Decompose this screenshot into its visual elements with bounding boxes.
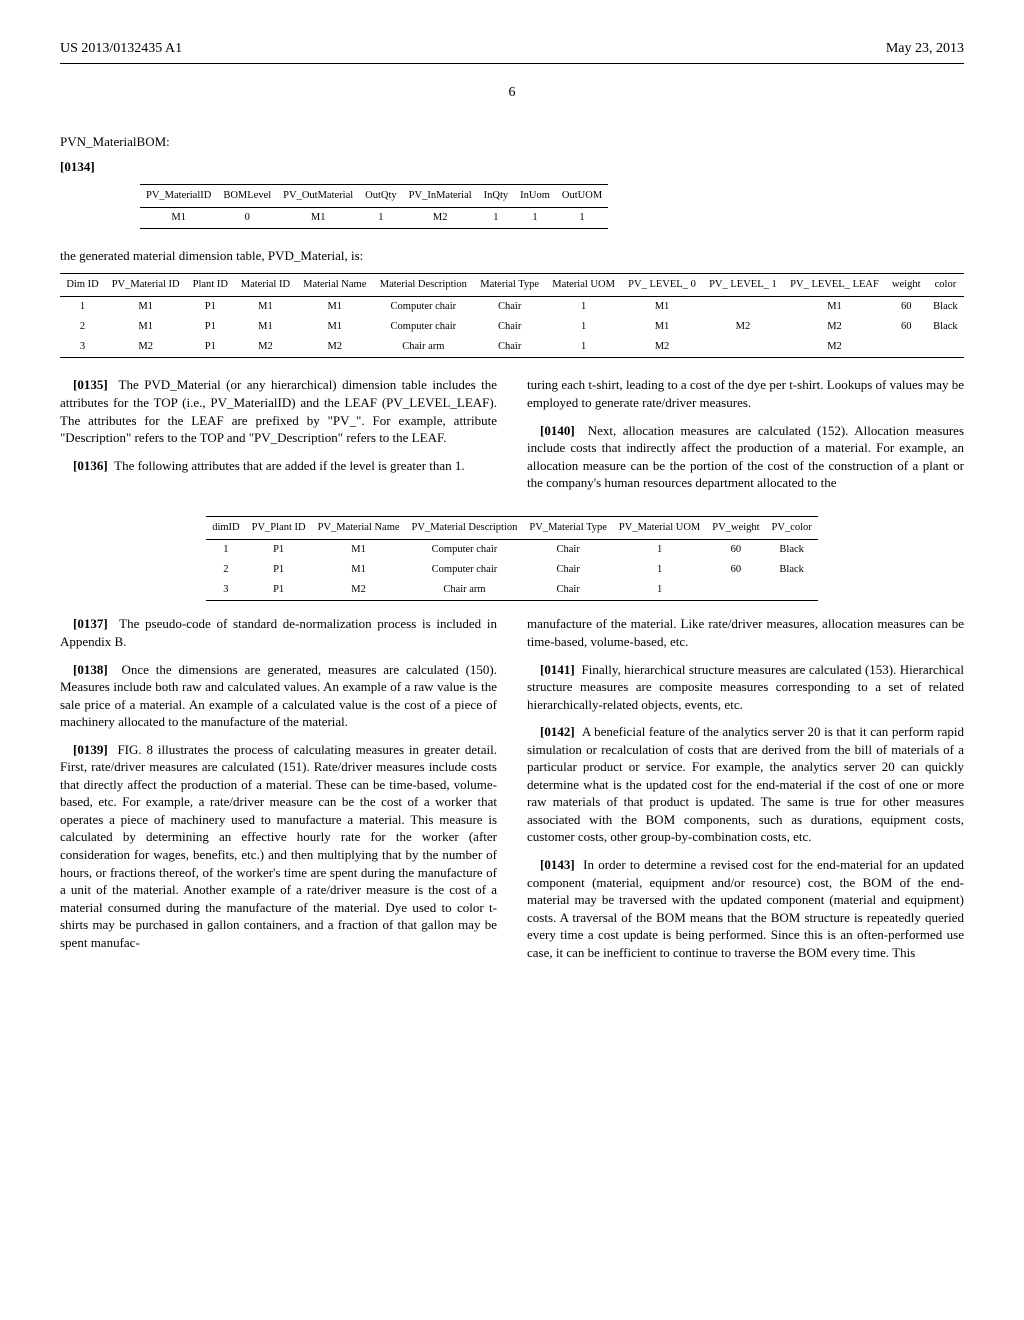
para-num: [0135] <box>73 377 108 392</box>
doc-id: US 2013/0132435 A1 <box>60 40 182 59</box>
para-num: [0143] <box>540 857 575 872</box>
table-row: Dim ID PV_Material ID Plant ID Material … <box>60 273 964 296</box>
para-text: Once the dimensions are generated, measu… <box>60 662 497 730</box>
table-row: 1P1M1Computer chairChair160Black <box>206 539 818 560</box>
table2-intro: the generated material dimension table, … <box>60 247 964 265</box>
doc-date: May 23, 2013 <box>886 40 964 59</box>
para-num: [0137] <box>73 616 108 631</box>
left-column-upper: [0135] The PVD_Material (or any hierarch… <box>60 376 497 501</box>
lower-columns: [0137] The pseudo-code of standard de-no… <box>60 615 964 971</box>
bom-label: PVN_MaterialBOM: <box>60 133 964 151</box>
para-num: [0138] <box>73 662 108 677</box>
table-material-dimension: Dim ID PV_Material ID Plant ID Material … <box>60 273 964 359</box>
para-num: [0139] <box>73 742 108 757</box>
left-column-lower: [0137] The pseudo-code of standard de-no… <box>60 615 497 971</box>
para-text: FIG. 8 illustrates the process of calcul… <box>60 742 497 950</box>
table-row: 2M1P1M1M1Computer chairChair1M1M2M260Bla… <box>60 317 964 337</box>
para-text: manufacture of the material. Like rate/d… <box>527 616 964 649</box>
table-row: 1M1P1M1M1Computer chairChair1M1M160Black <box>60 296 964 317</box>
para-num: [0142] <box>540 724 575 739</box>
table-row: 3M2P1M2M2Chair armChair1M2M2 <box>60 337 964 358</box>
para-num: [0136] <box>73 458 108 473</box>
para-text: Next, allocation measures are calculated… <box>527 423 964 491</box>
para-text: The pseudo-code of standard de-normaliza… <box>60 616 497 649</box>
table-row: PV_MaterialID BOMLevel PV_OutMaterial Ou… <box>140 184 608 207</box>
right-column-lower: manufacture of the material. Like rate/d… <box>527 615 964 971</box>
para-text: A beneficial feature of the analytics se… <box>527 724 964 844</box>
para-num-0134: [0134] <box>60 159 95 174</box>
upper-columns: [0135] The PVD_Material (or any hierarch… <box>60 376 964 501</box>
table-row: 2P1M1Computer chairChair160Black <box>206 560 818 580</box>
right-column-upper: turing each t-shirt, leading to a cost o… <box>527 376 964 501</box>
table-bom: PV_MaterialID BOMLevel PV_OutMaterial Ou… <box>140 184 608 229</box>
para-text: The PVD_Material (or any hierarchical) d… <box>60 377 497 445</box>
table-row: M1 0 M1 1 M2 1 1 1 <box>140 208 608 229</box>
para-text: The following attributes that are added … <box>114 458 465 473</box>
page-number: 6 <box>60 84 964 103</box>
para-num: [0141] <box>540 662 575 677</box>
para-text: Finally, hierarchical structure measures… <box>527 662 964 712</box>
table-attributes: dimID PV_Plant ID PV_Material Name PV_Ma… <box>206 516 818 602</box>
para-text: In order to determine a revised cost for… <box>527 857 964 960</box>
para-text: turing each t-shirt, leading to a cost o… <box>527 377 964 410</box>
table-row: dimID PV_Plant ID PV_Material Name PV_Ma… <box>206 516 818 539</box>
para-num: [0140] <box>540 423 575 438</box>
page-header: US 2013/0132435 A1 May 23, 2013 6 <box>60 40 964 103</box>
table-row: 3P1M2Chair armChair1 <box>206 580 818 601</box>
